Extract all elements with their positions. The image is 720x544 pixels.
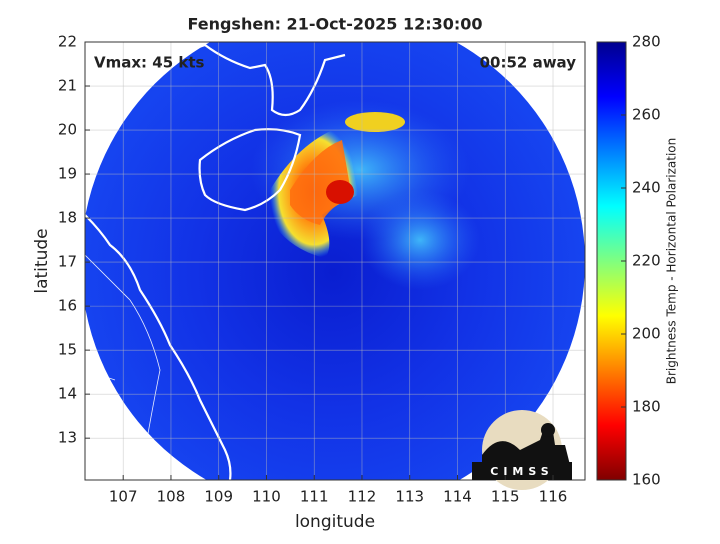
logo-band xyxy=(472,462,572,480)
x-tick-label: 116 xyxy=(539,488,568,506)
colorbar-tick-label: 220 xyxy=(632,252,661,270)
cloud-band xyxy=(360,190,480,290)
x-tick-label: 111 xyxy=(300,488,329,506)
time-away: 00:52 away xyxy=(480,54,577,72)
x-tick-label: 107 xyxy=(109,488,138,506)
imagery xyxy=(85,42,585,480)
x-tick-label: 108 xyxy=(157,488,186,506)
intensity: Vmax: 45 kts xyxy=(94,54,204,72)
borders xyxy=(85,254,161,480)
y-tick-label: 17 xyxy=(58,253,77,271)
y-axis-label: latitude xyxy=(32,228,52,293)
y-tick-label: 18 xyxy=(58,209,77,227)
x-tick-label: 115 xyxy=(491,488,520,506)
x-tick-label: 110 xyxy=(252,488,281,506)
plot-frame xyxy=(84,41,586,481)
x-tick-label: 113 xyxy=(395,488,424,506)
colorbar-tick-label: 160 xyxy=(632,471,661,489)
colorbar-tick-label: 200 xyxy=(632,325,661,343)
colorbar-label: Brightness Temp - Horizontal Polarizatio… xyxy=(665,138,679,385)
x-tick-label: 112 xyxy=(348,488,377,506)
colorbar-tick-label: 180 xyxy=(632,398,661,416)
grid xyxy=(85,41,585,480)
storm-core xyxy=(290,140,352,225)
logo-silhouette xyxy=(541,423,555,437)
y-tick-label: 14 xyxy=(58,385,77,403)
x-tick-label: 114 xyxy=(443,488,472,506)
x-axis-label: longitude xyxy=(295,512,375,532)
y-tick-label: 15 xyxy=(58,341,77,359)
y-tick-label: 22 xyxy=(58,33,77,51)
colorbar-tick-label: 280 xyxy=(632,33,661,51)
logo: CIMSS xyxy=(472,410,572,490)
y-tick-label: 13 xyxy=(58,429,77,447)
cloud-cell xyxy=(345,112,405,132)
y-tick-label: 20 xyxy=(58,121,77,139)
logo-text: CIMSS xyxy=(490,465,553,478)
x-tick-label: 109 xyxy=(204,488,233,506)
y-tick-label: 19 xyxy=(58,165,77,183)
storm-core xyxy=(326,180,354,204)
colorbar-tick-label: 240 xyxy=(632,179,661,197)
y-tick-label: 21 xyxy=(58,77,77,95)
title: Fengshen: 21-Oct-2025 12:30:00 xyxy=(187,15,482,34)
y-tick-label: 16 xyxy=(58,297,77,315)
colorbar-tick-label: 260 xyxy=(632,106,661,124)
